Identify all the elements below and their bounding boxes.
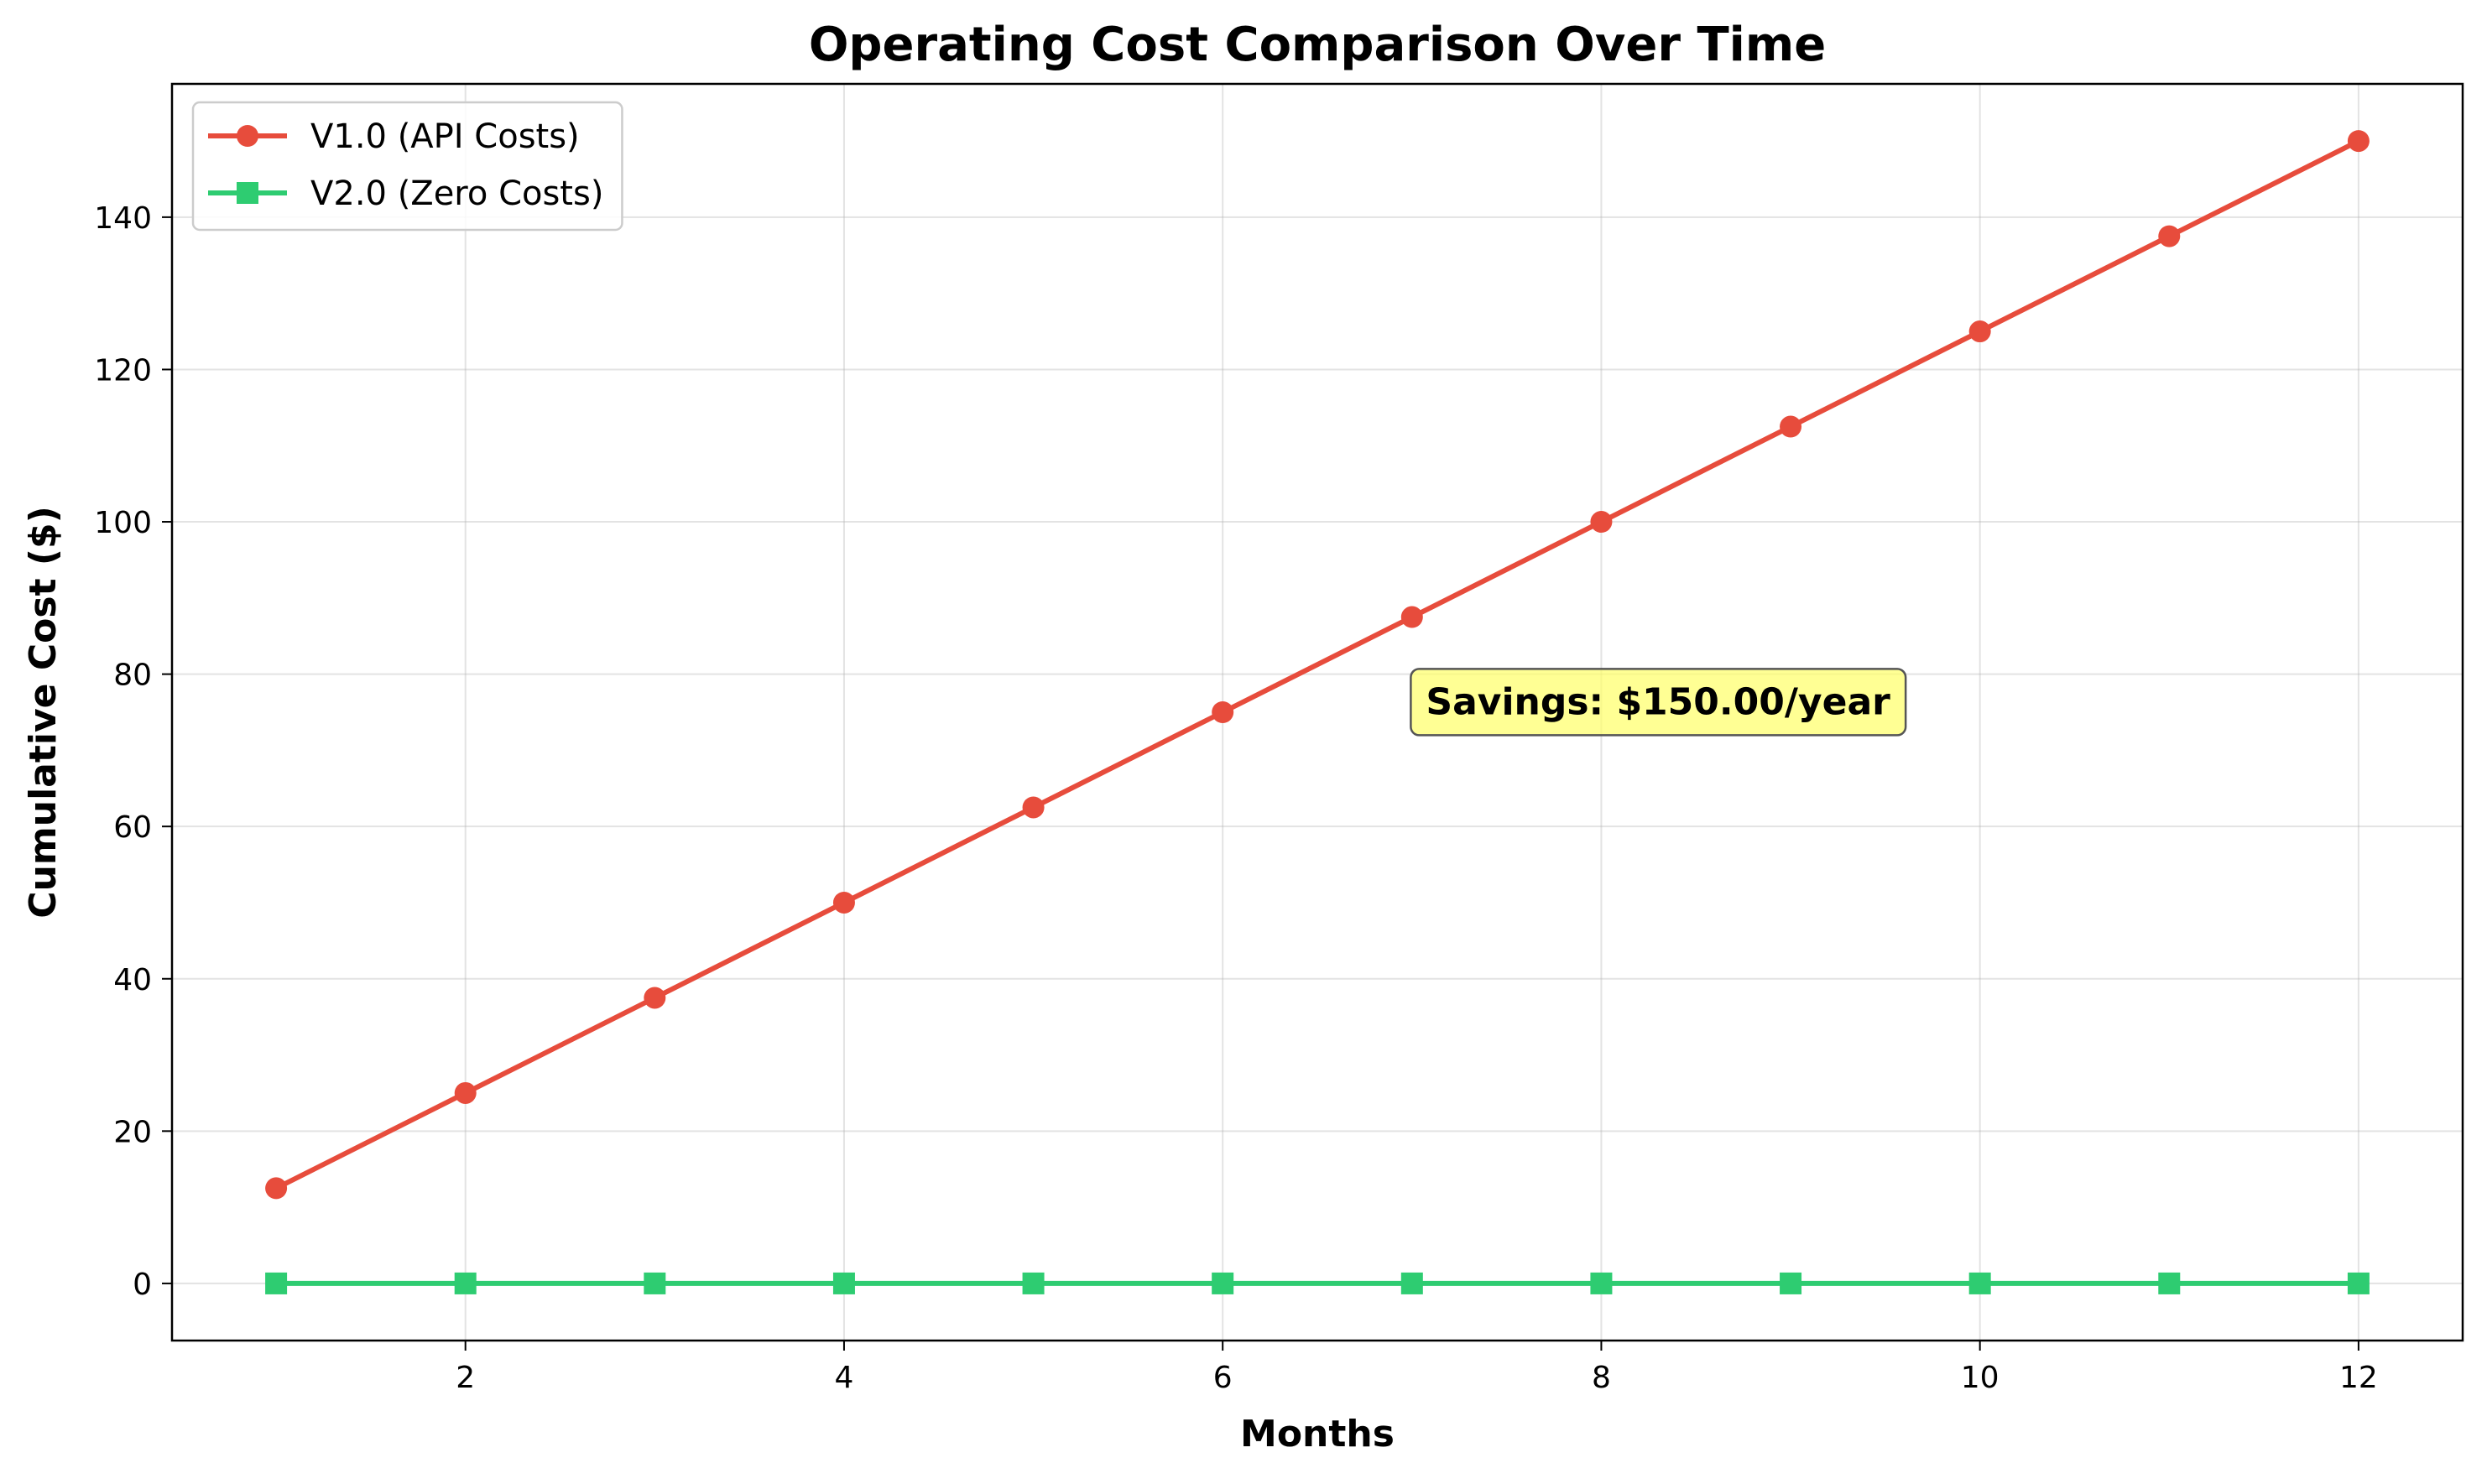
data-point xyxy=(644,987,666,1009)
series-layer xyxy=(265,130,2370,1294)
chart-title: Operating Cost Comparison Over Time xyxy=(809,18,1826,72)
legend-label: V2.0 (Zero Costs) xyxy=(310,174,603,213)
legend-box xyxy=(191,101,623,232)
data-point xyxy=(265,1177,288,1200)
y-tick-label: 60 xyxy=(113,810,152,845)
data-point xyxy=(832,1272,855,1294)
legend-marker xyxy=(237,125,258,147)
data-point xyxy=(2347,130,2370,153)
data-point xyxy=(265,1272,288,1294)
annotation-box xyxy=(1410,668,1907,737)
x-tick-label: 10 xyxy=(1961,1361,2000,1395)
data-point xyxy=(1212,701,1234,723)
y-tick-label: 80 xyxy=(113,659,152,693)
y-tick-label: 40 xyxy=(113,963,152,997)
series-line xyxy=(274,138,2361,1191)
y-tick-label: 0 xyxy=(133,1268,152,1302)
data-point xyxy=(1022,1272,1045,1294)
data-point xyxy=(2158,225,2181,247)
legend-item: V2.0 (Zero Costs) xyxy=(208,174,603,213)
plot-frame xyxy=(170,82,2464,1342)
data-point xyxy=(832,891,855,914)
annotations: Savings: $150.00/year xyxy=(1410,668,1907,737)
data-point xyxy=(1780,415,1802,438)
data-point xyxy=(1400,1272,1423,1294)
y-tick-label: 120 xyxy=(94,353,152,388)
legend-item: V1.0 (API Costs) xyxy=(208,117,580,156)
legend-label: V1.0 (API Costs) xyxy=(310,117,580,156)
y-tick-label: 20 xyxy=(113,1115,152,1149)
y-axis-label: Cumulative Cost ($) xyxy=(22,506,65,918)
data-point xyxy=(454,1081,477,1104)
annotation: Savings: $150.00/year xyxy=(1410,668,1907,737)
data-point xyxy=(1968,1272,1991,1294)
data-point xyxy=(2347,1272,2370,1294)
data-point xyxy=(1022,796,1045,819)
x-tick-label: 4 xyxy=(834,1361,853,1395)
data-point xyxy=(1212,1272,1234,1294)
data-point xyxy=(2158,1272,2181,1294)
data-point xyxy=(644,1272,666,1294)
data-point xyxy=(1780,1272,1802,1294)
series-2 xyxy=(265,1272,2370,1294)
x-tick-label: 6 xyxy=(1213,1361,1233,1395)
data-point xyxy=(1968,320,1991,343)
y-tick-label: 140 xyxy=(94,201,152,236)
data-point xyxy=(1590,511,1613,534)
data-point xyxy=(454,1272,477,1294)
x-axis-label: Months xyxy=(1240,1413,1395,1455)
x-tick-label: 12 xyxy=(2339,1361,2378,1395)
annotation-text: Savings: $150.00/year xyxy=(1426,680,1890,723)
y-tick-label: 100 xyxy=(94,506,152,540)
x-tick-label: 8 xyxy=(1592,1361,1611,1395)
legend-marker xyxy=(237,182,258,204)
data-point xyxy=(1590,1272,1613,1294)
series-1 xyxy=(265,130,2370,1200)
data-point xyxy=(1400,606,1423,628)
legend: V1.0 (API Costs) V2.0 (Zero Costs) xyxy=(191,101,623,232)
x-tick-label: 2 xyxy=(456,1361,475,1395)
